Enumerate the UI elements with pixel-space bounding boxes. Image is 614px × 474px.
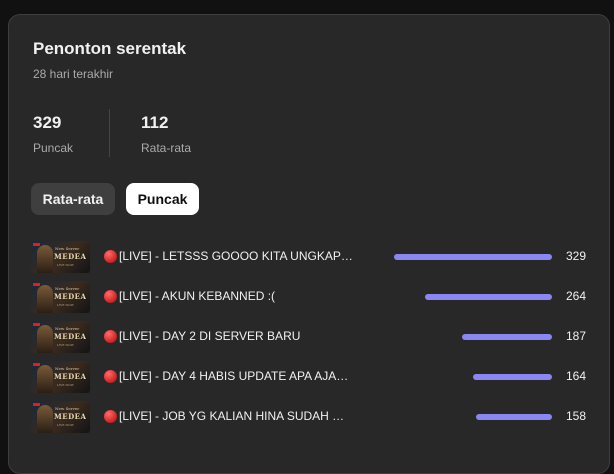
thumbnail-line1: New Server (55, 326, 80, 331)
thumbnail-line3: LIVE NOW (57, 383, 74, 387)
character-figure (37, 405, 53, 433)
thumbnail-line3: LIVE NOW (57, 303, 74, 307)
live-indicator (33, 363, 40, 366)
thumbnail-line1: New Server (55, 286, 80, 291)
thumbnail-line2: MEDEA (54, 332, 87, 341)
stream-peak-value: 264 (565, 289, 586, 303)
red-circle-icon (104, 290, 117, 303)
stream-thumbnail[interactable]: New Server MEDEA LIVE NOW (31, 281, 90, 313)
average-toggle-button[interactable]: Rata-rata (31, 183, 115, 215)
thumbnail-line3: LIVE NOW (57, 423, 74, 427)
stream-peak-value: 164 (565, 369, 586, 383)
average-value: 112 (141, 113, 169, 132)
thumbnail-line1: New Server (55, 366, 80, 371)
red-circle-icon (104, 330, 117, 343)
character-figure (37, 365, 53, 393)
stream-peak-value: 158 (565, 409, 586, 423)
character-figure (37, 325, 53, 353)
stream-peak-value: 329 (565, 249, 586, 263)
thumbnail-line2: MEDEA (54, 252, 87, 261)
viewer-bar (425, 294, 552, 300)
stream-title[interactable]: [LIVE] - DAY 2 DI SERVER BARU (119, 329, 301, 343)
thumbnail-line1: New Server (55, 246, 80, 251)
viewer-bar (473, 374, 552, 380)
peak-stat: 329 Puncak (33, 113, 73, 155)
thumbnail-line3: LIVE NOW (57, 263, 74, 267)
stream-row[interactable]: New Server MEDEA LIVE NOW [LIVE] - DAY 2 DI… (31, 321, 586, 353)
stream-title[interactable]: [LIVE] - DAY 4 HABIS UPDATE APA AJA… (119, 369, 349, 383)
stream-row[interactable]: New Server MEDEA LIVE NOW [LIVE] - JOB YG K… (31, 401, 586, 433)
stream-title[interactable]: [LIVE] - JOB YG KALIAN HINA SUDAH … (119, 409, 345, 423)
live-indicator (33, 283, 40, 286)
peak-label: Puncak (33, 141, 74, 155)
red-circle-icon (104, 370, 117, 383)
thumbnail-line3: LIVE NOW (57, 343, 74, 347)
peak-value: 329 (33, 113, 62, 132)
live-indicator (33, 403, 40, 406)
viewer-bar (476, 414, 552, 420)
peak-toggle-button[interactable]: Puncak (126, 183, 199, 215)
thumbnail-line2: MEDEA (54, 292, 87, 301)
stream-title[interactable]: [LIVE] - AKUN KEBANNED :( (119, 289, 276, 303)
live-indicator (33, 323, 40, 326)
stream-thumbnail[interactable]: New Server MEDEA LIVE NOW (31, 241, 90, 273)
average-stat: 112 Rata-rata (141, 113, 191, 155)
stream-row[interactable]: New Server MEDEA LIVE NOW [LIVE] - DAY 4 HA… (31, 361, 586, 393)
stream-row[interactable]: New Server MEDEA LIVE NOW [LIVE] - LETSSS G… (31, 241, 586, 273)
thumbnail-line2: MEDEA (54, 412, 87, 421)
stream-peak-value: 187 (565, 329, 586, 343)
thumbnail-line2: MEDEA (54, 372, 87, 381)
character-figure (37, 285, 53, 313)
viewer-bar (394, 254, 552, 260)
stream-thumbnail[interactable]: New Server MEDEA LIVE NOW (31, 321, 90, 353)
thumbnail-line1: New Server (55, 406, 80, 411)
red-circle-icon (104, 410, 117, 423)
card-title: Penonton serentak (33, 39, 187, 58)
viewer-bar (462, 334, 552, 340)
stream-title[interactable]: [LIVE] - LETSSS GOOOO KITA UNGKAP… (119, 249, 353, 263)
live-indicator (33, 243, 40, 246)
concurrent-viewers-card: Penonton serentak 28 hari terakhir 329 P… (8, 14, 610, 474)
stat-divider (109, 109, 110, 157)
stream-thumbnail[interactable]: New Server MEDEA LIVE NOW (31, 361, 90, 393)
average-label: Rata-rata (141, 141, 192, 155)
stream-row[interactable]: New Server MEDEA LIVE NOW [LIVE] - AKUN KEB… (31, 281, 586, 313)
character-figure (37, 245, 53, 273)
card-subtitle: 28 hari terakhir (33, 67, 114, 81)
stream-thumbnail[interactable]: New Server MEDEA LIVE NOW (31, 401, 90, 433)
red-circle-icon (104, 250, 117, 263)
